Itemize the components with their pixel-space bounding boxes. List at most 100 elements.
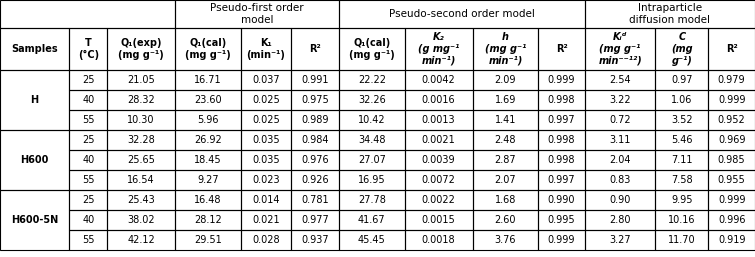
- Text: 29.51: 29.51: [194, 235, 222, 245]
- Text: 0.998: 0.998: [548, 135, 575, 145]
- Bar: [585, 210, 655, 230]
- Text: 0.937: 0.937: [301, 235, 329, 245]
- Text: 9.95: 9.95: [671, 195, 692, 205]
- Bar: [241, 70, 291, 90]
- Text: R²: R²: [556, 44, 568, 54]
- Text: 0.023: 0.023: [252, 175, 280, 185]
- Text: 25: 25: [82, 135, 94, 145]
- Text: 5.96: 5.96: [197, 115, 219, 125]
- Bar: [473, 70, 538, 90]
- Text: 0.72: 0.72: [609, 115, 631, 125]
- Text: 0.984: 0.984: [301, 135, 329, 145]
- Bar: [655, 190, 708, 210]
- Bar: [708, 170, 755, 190]
- Text: 0.014: 0.014: [252, 195, 279, 205]
- Bar: [538, 150, 585, 170]
- Bar: [708, 130, 755, 150]
- Bar: [69, 130, 107, 150]
- Text: 0.0015: 0.0015: [422, 215, 455, 225]
- Text: K₂
(g mg⁻¹
min⁻¹): K₂ (g mg⁻¹ min⁻¹): [418, 32, 459, 66]
- Text: 0.83: 0.83: [609, 175, 631, 185]
- Text: 0.035: 0.035: [252, 155, 280, 165]
- Bar: [339, 0, 585, 28]
- Text: 0.035: 0.035: [252, 135, 280, 145]
- Text: 0.021: 0.021: [252, 215, 280, 225]
- Text: 1.41: 1.41: [495, 115, 516, 125]
- Bar: [538, 230, 585, 250]
- Text: 2.48: 2.48: [495, 135, 516, 145]
- Text: H600: H600: [20, 155, 49, 165]
- Bar: [405, 150, 473, 170]
- Text: 0.985: 0.985: [718, 155, 745, 165]
- Bar: [339, 130, 405, 150]
- Bar: [538, 210, 585, 230]
- Bar: [69, 230, 107, 250]
- Bar: [708, 70, 755, 90]
- Bar: [241, 90, 291, 110]
- Bar: [708, 90, 755, 110]
- Text: 0.998: 0.998: [548, 155, 575, 165]
- Text: 1.06: 1.06: [671, 95, 692, 105]
- Text: 0.97: 0.97: [671, 75, 692, 85]
- Text: 0.0042: 0.0042: [422, 75, 455, 85]
- Text: 0.979: 0.979: [718, 75, 745, 85]
- Text: 0.998: 0.998: [548, 95, 575, 105]
- Text: 2.04: 2.04: [609, 155, 631, 165]
- Text: 16.48: 16.48: [194, 195, 222, 205]
- Text: 0.025: 0.025: [252, 115, 280, 125]
- Text: 10.30: 10.30: [128, 115, 155, 125]
- Bar: [655, 170, 708, 190]
- Text: Q₁(cal)
(mg g⁻¹): Q₁(cal) (mg g⁻¹): [185, 38, 231, 60]
- Text: 16.54: 16.54: [128, 175, 155, 185]
- Bar: [175, 190, 241, 210]
- Bar: [655, 110, 708, 130]
- Bar: [175, 210, 241, 230]
- Bar: [241, 190, 291, 210]
- Text: Pseudo-first order
model: Pseudo-first order model: [211, 3, 304, 25]
- Text: h
(mg g⁻¹
min⁻¹): h (mg g⁻¹ min⁻¹): [485, 32, 526, 66]
- Bar: [0, 190, 69, 250]
- Text: 1.69: 1.69: [495, 95, 516, 105]
- Text: H600-5N: H600-5N: [11, 215, 58, 225]
- Bar: [655, 90, 708, 110]
- Text: 27.78: 27.78: [358, 195, 386, 205]
- Text: 2.60: 2.60: [495, 215, 516, 225]
- Bar: [538, 90, 585, 110]
- Bar: [339, 28, 405, 70]
- Bar: [473, 150, 538, 170]
- Text: 55: 55: [82, 175, 94, 185]
- Bar: [405, 90, 473, 110]
- Text: 0.0022: 0.0022: [422, 195, 455, 205]
- Text: 2.09: 2.09: [495, 75, 516, 85]
- Text: 0.999: 0.999: [718, 95, 745, 105]
- Bar: [708, 190, 755, 210]
- Text: 25: 25: [82, 75, 94, 85]
- Text: 0.781: 0.781: [301, 195, 329, 205]
- Text: 3.76: 3.76: [495, 235, 516, 245]
- Bar: [69, 90, 107, 110]
- Text: 40: 40: [82, 155, 94, 165]
- Bar: [585, 110, 655, 130]
- Bar: [585, 90, 655, 110]
- Bar: [107, 210, 175, 230]
- Bar: [339, 70, 405, 90]
- Text: 10.42: 10.42: [358, 115, 386, 125]
- Text: 40: 40: [82, 95, 94, 105]
- Text: 0.955: 0.955: [718, 175, 745, 185]
- Bar: [107, 70, 175, 90]
- Text: 0.999: 0.999: [548, 235, 575, 245]
- Bar: [291, 210, 339, 230]
- Bar: [175, 170, 241, 190]
- Text: 55: 55: [82, 235, 94, 245]
- Text: 25.65: 25.65: [128, 155, 155, 165]
- Bar: [69, 70, 107, 90]
- Text: 0.028: 0.028: [252, 235, 280, 245]
- Text: 7.58: 7.58: [671, 175, 692, 185]
- Text: 0.0013: 0.0013: [422, 115, 455, 125]
- Text: 0.952: 0.952: [718, 115, 745, 125]
- Text: 0.0016: 0.0016: [422, 95, 455, 105]
- Bar: [69, 150, 107, 170]
- Bar: [708, 110, 755, 130]
- Bar: [107, 130, 175, 150]
- Text: R²: R²: [310, 44, 321, 54]
